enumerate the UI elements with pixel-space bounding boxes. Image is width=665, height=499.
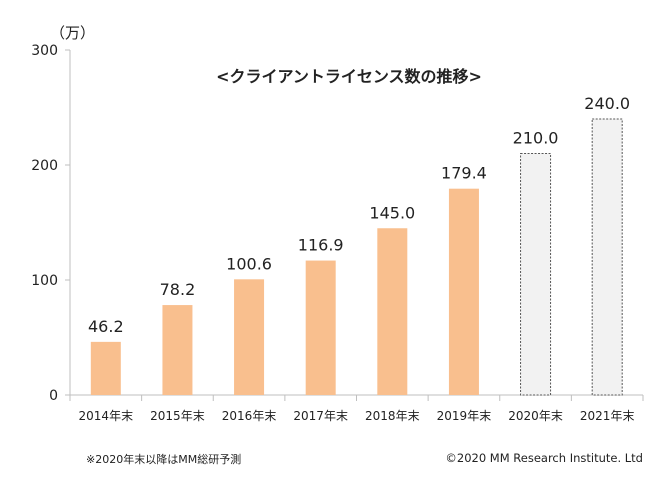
bar [234, 279, 265, 395]
x-tick-label: 2021年末 [580, 409, 635, 423]
y-tick-label: 300 [31, 43, 58, 59]
data-label: 240.0 [584, 94, 630, 113]
data-label: 100.6 [226, 254, 272, 273]
x-tick-label: 2015年末 [150, 409, 205, 423]
copyright-credit: ©2020 MM Research Institute. Ltd [445, 451, 643, 465]
bar [90, 341, 121, 395]
data-label: 210.0 [513, 129, 559, 148]
chart-title: <クライアントライセンス数の推移> [216, 67, 482, 86]
x-tick-label: 2018年末 [365, 409, 420, 423]
bar [377, 228, 408, 395]
x-tick-label: 2016年末 [222, 409, 277, 423]
forecast-footnote: ※2020年末以降はMM総研予測 [86, 453, 242, 466]
data-label: 179.4 [441, 164, 487, 183]
x-tick-label: 2019年末 [437, 409, 492, 423]
bar [162, 305, 193, 395]
forecast-bar [591, 118, 623, 396]
data-label: 78.2 [160, 280, 196, 299]
y-tick-label: 0 [49, 388, 58, 404]
data-labels: 46.2 78.2 100.6 116.9 145.0 179.4 210.0 240.0 [88, 94, 630, 336]
y-unit-label: （万） [50, 24, 95, 42]
data-label: 145.0 [369, 203, 415, 222]
data-label: 46.2 [88, 317, 124, 336]
x-tick-label: 2014年末 [79, 409, 134, 423]
x-tick-label: 2020年末 [508, 409, 563, 423]
y-tick-label: 200 [31, 158, 58, 174]
bar [305, 260, 336, 395]
forecast-bar [520, 153, 552, 396]
bar [448, 188, 479, 395]
x-tick-label: 2017年末 [293, 409, 348, 423]
data-label: 116.9 [298, 236, 344, 255]
bars [90, 118, 623, 396]
axes: 0 100 200 300 2014年末 2015年末 2016年末 2017年末 2018年末… [31, 43, 644, 423]
y-tick-label: 100 [31, 273, 58, 289]
